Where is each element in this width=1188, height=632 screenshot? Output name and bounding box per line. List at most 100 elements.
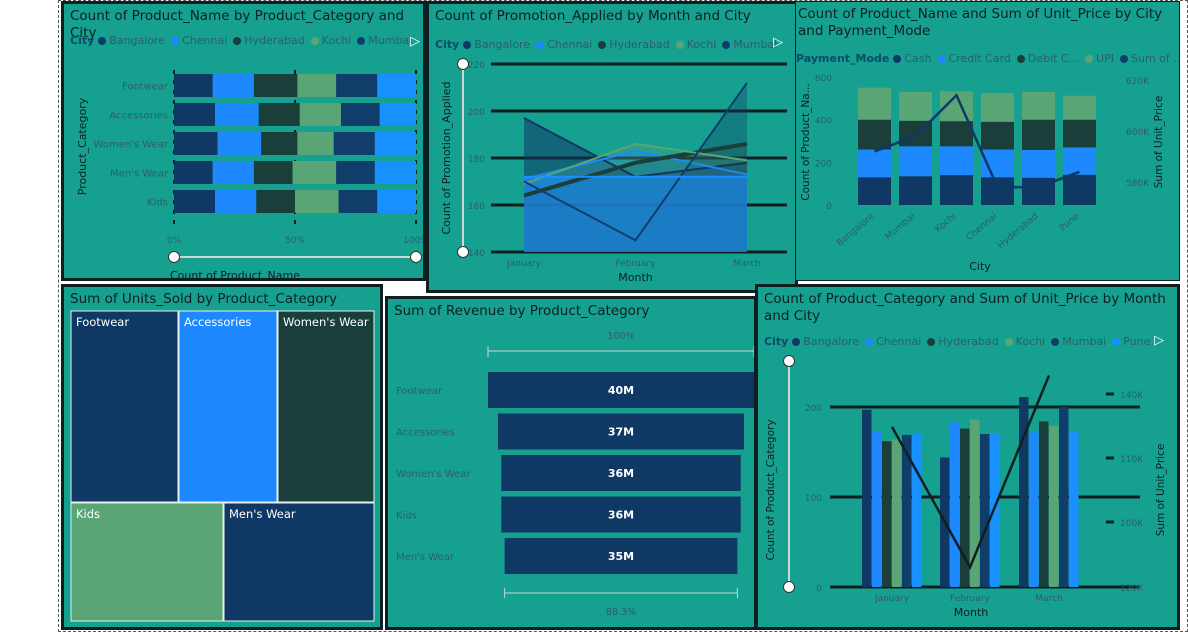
x-tick-label: Kochi <box>934 212 959 235</box>
x-tick-label: March <box>1035 594 1062 604</box>
legend-title: Payment_Mode <box>796 52 890 65</box>
bar-segment <box>212 161 254 184</box>
y2-tick-label: 140K <box>1120 391 1144 401</box>
legend-next-icon[interactable]: ▷ <box>1154 333 1164 348</box>
y-tick-label: 160 <box>468 202 485 212</box>
y-tick-label: Kids <box>147 198 168 209</box>
panel-category-price-by-month: Count of Product_Category and Sum of Uni… <box>755 284 1180 630</box>
bar-segment <box>174 161 213 184</box>
legend-item[interactable]: Kochi <box>675 38 716 51</box>
legend-dot <box>927 338 936 346</box>
bar-segment <box>940 146 973 176</box>
panel-title: Count of Product_Name by Product_Categor… <box>70 8 405 41</box>
y-tick-label: Women's Wear <box>94 140 169 151</box>
range-slider-handle <box>410 251 422 263</box>
legend-dot <box>1016 55 1025 63</box>
y-tick-label: Accessories <box>109 111 168 122</box>
y-axis-title: Count of Product_Na... <box>800 83 812 200</box>
treemap-chart: Footwear Accessories Women's Wear Kids Men's… <box>70 310 375 622</box>
legend-item[interactable]: Chennai <box>865 335 921 348</box>
y2-tick-label: 620K <box>1126 77 1150 87</box>
x-axis-title: City <box>969 260 991 273</box>
bar <box>882 441 892 587</box>
bar <box>1059 407 1069 587</box>
treemap-label: Footwear <box>76 315 129 329</box>
legend-next-icon[interactable]: ▷ <box>410 34 420 49</box>
legend-item[interactable]: Mumbai <box>357 34 412 47</box>
bar-segment <box>1063 174 1096 205</box>
bar-segment <box>858 149 891 178</box>
area-chart: 140 160 180 200 220 January February March Month… <box>440 58 787 284</box>
range-slider-handle <box>457 58 469 70</box>
series-line <box>523 82 748 242</box>
legend-item[interactable]: Bangalore <box>463 38 530 51</box>
funnel-value-label: 37M <box>608 426 634 439</box>
legend-next-icon[interactable]: ▷ <box>773 35 783 50</box>
legend-item[interactable]: Bangalore <box>792 335 859 348</box>
legend-title: City <box>435 38 460 51</box>
panel-revenue-funnel: Sum of Revenue by Product_Category 100% 4… <box>385 296 757 630</box>
bar <box>912 433 922 587</box>
panel-promotion-by-month: Count of Promotion_Applied by Month and … <box>426 1 798 293</box>
category-label: Women's Wear <box>396 469 471 480</box>
legend-item[interactable]: Chennai <box>171 34 227 47</box>
legend-item[interactable]: Cash <box>893 52 932 65</box>
legend-dot <box>98 37 107 45</box>
legend: City Bangalore Chennai Hyderabad Kochi Mumbai… <box>764 335 1156 348</box>
x-tick-label: Bangalore <box>835 211 877 248</box>
legend-item[interactable]: Hyderabad <box>233 34 305 47</box>
bar-segment <box>1063 95 1096 120</box>
panel-product-price-by-city: Count of Product_Name and Sum of Unit_Pr… <box>795 1 1180 281</box>
x-tick-label: Mumbai <box>883 212 917 243</box>
legend-item[interactable]: Mumbai <box>722 38 777 51</box>
bar-segment <box>340 103 380 126</box>
legend-item[interactable]: Mumbai <box>1051 335 1106 348</box>
bar-segment <box>940 121 973 147</box>
legend-item[interactable]: Debit C... <box>1016 52 1079 65</box>
legend-dot <box>675 41 684 49</box>
bar-segment <box>299 103 341 126</box>
y2-axis-title: Sum of Unit_Price <box>1155 444 1167 537</box>
treemap-cell <box>178 310 278 503</box>
bar-segment <box>1022 149 1055 178</box>
legend-dot <box>233 37 242 45</box>
bar-segment <box>899 91 932 121</box>
bar-segment <box>374 161 416 184</box>
legend-dot <box>1051 338 1060 346</box>
bar-segment <box>377 74 416 97</box>
y2-tick-label: 120K <box>1120 584 1144 594</box>
bar-segment <box>981 177 1014 205</box>
legend-dot <box>1085 55 1094 63</box>
treemap-label: Men's Wear <box>229 507 296 521</box>
bar-segment <box>215 103 259 126</box>
legend-item[interactable]: Kochi <box>1004 335 1045 348</box>
legend-item[interactable]: Pune <box>1112 335 1150 348</box>
bar-segment <box>297 132 334 155</box>
range-slider-handle <box>783 581 795 593</box>
legend-item[interactable]: Hyderabad <box>927 335 999 348</box>
funnel-value-label: 40M <box>608 384 634 397</box>
treemap-label: Kids <box>76 507 100 521</box>
treemap-cell <box>70 502 224 622</box>
bar-segment <box>253 74 298 97</box>
category-label: Men's Wear <box>396 552 455 563</box>
bar-segment <box>1063 119 1096 148</box>
funnel-value-label: 36M <box>608 509 634 522</box>
bar <box>1019 397 1029 587</box>
bar-segment <box>297 74 337 97</box>
x-tick-label: 100% <box>403 236 423 246</box>
legend-item[interactable]: Bangalore <box>98 34 165 47</box>
legend-item[interactable]: UPI <box>1085 52 1114 65</box>
bar-segment <box>333 132 375 155</box>
legend-item[interactable]: Sum of ... <box>1120 52 1179 65</box>
legend-item[interactable]: Credit Card <box>937 52 1011 65</box>
bar-segment <box>174 132 218 155</box>
x-tick-label: Pune <box>1058 211 1082 233</box>
x-tick-label: January <box>874 594 910 604</box>
bar-segment <box>981 93 1014 122</box>
legend-item[interactable]: Chennai <box>536 38 592 51</box>
legend-item[interactable]: Hyderabad <box>598 38 670 51</box>
legend-item[interactable]: Kochi <box>310 34 351 47</box>
bar-segment <box>215 190 257 213</box>
bar-segment <box>217 132 262 155</box>
